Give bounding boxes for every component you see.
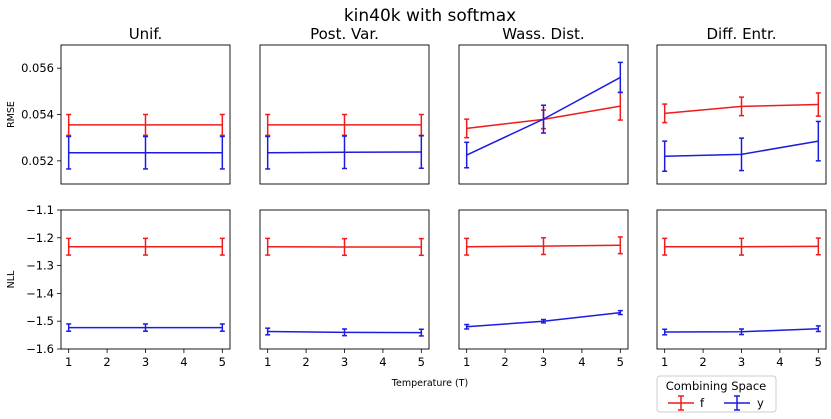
y-tick-label: −1.6 bbox=[26, 342, 54, 356]
x-tick-label: 5 bbox=[815, 355, 822, 369]
y-tick-label: −1.1 bbox=[26, 203, 54, 217]
y-tick-label: −1.5 bbox=[26, 314, 54, 328]
x-tick-label: 5 bbox=[617, 355, 624, 369]
subplot-frame bbox=[656, 44, 827, 185]
x-tick-label: 2 bbox=[501, 355, 508, 369]
x-tick-label: 4 bbox=[379, 355, 386, 369]
x-tick-label: 2 bbox=[699, 355, 706, 369]
subplot-title: Post. Var. bbox=[310, 25, 379, 43]
y-tick-label: −1.2 bbox=[26, 231, 54, 245]
y-tick-label: 0.056 bbox=[21, 61, 54, 75]
x-tick-label: 4 bbox=[180, 355, 187, 369]
subplot-frame bbox=[458, 44, 629, 185]
x-tick-label: 4 bbox=[578, 355, 585, 369]
subplot-4: Diff. Entr. bbox=[656, 25, 827, 185]
x-tick-label: 5 bbox=[418, 355, 425, 369]
figure-title: kin40k with softmax bbox=[344, 6, 516, 26]
subplot-7: 1 2 3 4 5 bbox=[458, 209, 629, 369]
y-tick-label: −1.4 bbox=[26, 286, 54, 300]
subplot-title: Diff. Entr. bbox=[706, 25, 776, 43]
x-tick-label: 3 bbox=[738, 355, 745, 369]
y-axis-label: RMSE bbox=[6, 101, 17, 128]
x-tick-label: 3 bbox=[540, 355, 547, 369]
legend-entry-y: y bbox=[724, 395, 764, 411]
legend-label-f: f bbox=[700, 396, 705, 410]
subplot-frame bbox=[60, 209, 231, 350]
x-tick-label: 1 bbox=[264, 355, 271, 369]
subplot-frame bbox=[458, 209, 629, 350]
x-tick-label: 2 bbox=[103, 355, 110, 369]
legend: Combining Space f y bbox=[656, 375, 777, 413]
x-tick-label: 3 bbox=[341, 355, 348, 369]
x-tick-label: 3 bbox=[142, 355, 149, 369]
x-tick-label: 2 bbox=[302, 355, 309, 369]
subplot-frame bbox=[60, 44, 231, 185]
subplot-3: Wass. Dist. bbox=[458, 25, 629, 185]
subplot-2: Post. Var. bbox=[259, 25, 430, 185]
y-tick-label: −1.3 bbox=[26, 259, 54, 273]
subplot-grid: Unif. RMSE 0.052 0.054 0.056 Post. Var. Wass. … bbox=[6, 25, 827, 369]
y-tick-label: 0.054 bbox=[21, 108, 54, 122]
x-tick-label: 1 bbox=[463, 355, 470, 369]
legend-label-y: y bbox=[757, 396, 764, 410]
subplot-frame bbox=[259, 44, 430, 185]
subplot-frame bbox=[656, 209, 827, 350]
x-tick-label: 5 bbox=[219, 355, 226, 369]
subplot-title: Unif. bbox=[129, 25, 163, 43]
subplot-title: Wass. Dist. bbox=[502, 25, 584, 43]
subplot-6: 1 2 3 4 5 bbox=[259, 209, 430, 369]
figure-x-label: Temperature (T) bbox=[391, 378, 468, 389]
x-tick-label: 1 bbox=[661, 355, 668, 369]
y-axis-label: NLL bbox=[6, 270, 17, 288]
x-tick-label: 1 bbox=[65, 355, 72, 369]
y-tick-label: 0.052 bbox=[21, 154, 54, 168]
subplot-8: 1 2 3 4 5 bbox=[656, 209, 827, 369]
subplot-frame bbox=[259, 209, 430, 350]
legend-title: Combining Space bbox=[666, 379, 767, 393]
legend-entry-f: f bbox=[668, 395, 705, 411]
x-tick-label: 4 bbox=[776, 355, 783, 369]
subplot-1: Unif. RMSE 0.052 0.054 0.056 bbox=[6, 25, 231, 185]
subplot-5: NLL −1.6 −1.5 −1.4 −1.3 −1.2 −1.1 1 2 3 4 5 bbox=[6, 203, 231, 369]
